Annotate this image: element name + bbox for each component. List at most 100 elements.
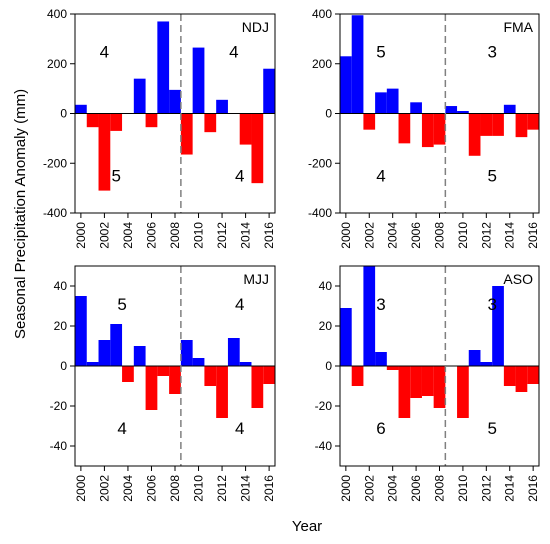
x-tick-label: 2000 <box>74 222 88 249</box>
bar-aso-2011 <box>468 350 481 366</box>
x-tick-label: 2008 <box>433 475 447 502</box>
bar-fma-2014 <box>503 104 516 114</box>
bar-ndj-2010 <box>192 47 205 114</box>
bar-mjj-2003 <box>110 324 123 366</box>
count-label: 4 <box>376 167 385 186</box>
panel-aso: -40 -20 0 20 40 2000 2002 2004 2006 2008 2010 2012 2… <box>315 265 540 502</box>
bar-aso-2012 <box>480 362 493 366</box>
y-axis-label: Seasonal Precipitation Anomaly (mm) <box>12 89 29 339</box>
x-tick-label: 2002 <box>97 222 111 249</box>
y-tick-label: 0 <box>60 359 67 373</box>
count-label: 4 <box>235 167 244 186</box>
y-tick-label: 400 <box>312 7 332 21</box>
bar-aso-2004 <box>386 366 399 370</box>
y-tick-label: -40 <box>50 439 68 453</box>
bar-aso-2005 <box>398 366 411 418</box>
x-tick-label: 2002 <box>97 475 111 502</box>
x-tick-label: 2000 <box>339 222 353 249</box>
y-tick-label: -20 <box>315 399 333 413</box>
bar-fma-2006 <box>410 102 422 114</box>
y-tick-label: 200 <box>312 57 332 71</box>
bar-mjj-2000 <box>75 296 87 366</box>
bar-aso-2008 <box>433 366 446 408</box>
x-tick-label: 2010 <box>456 475 470 502</box>
count-label: 3 <box>487 295 496 314</box>
bar-aso-2002 <box>363 266 376 366</box>
bar-fma-2003 <box>375 92 387 114</box>
y-tick-label: -400 <box>43 206 67 220</box>
bar-fma-2010 <box>457 111 469 114</box>
bar-fma-2013 <box>492 113 504 136</box>
count-label: 5 <box>111 167 120 186</box>
x-tick-label: 2010 <box>192 475 206 502</box>
bar-ndj-2009 <box>180 113 193 155</box>
count-label: 5 <box>487 419 496 438</box>
count-label: 4 <box>117 419 126 438</box>
y-tick-label: 0 <box>60 107 67 121</box>
count-label: 3 <box>376 295 385 314</box>
bar-fma-2016 <box>527 113 539 130</box>
y-tick-label: 40 <box>319 279 333 293</box>
bar-aso-2010 <box>457 366 469 418</box>
bar-ndj-2015 <box>251 113 264 184</box>
x-tick-label: 2008 <box>433 222 447 249</box>
count-label: 5 <box>487 167 496 186</box>
y-tick-label: 400 <box>47 7 67 21</box>
x-tick-label: 2012 <box>479 222 493 249</box>
bar-aso-2007 <box>421 366 434 396</box>
bar-fma-2005 <box>398 113 411 144</box>
count-label: 5 <box>117 295 126 314</box>
count-label: 4 <box>235 419 244 438</box>
bar-aso-2006 <box>410 366 422 398</box>
panel-ndj: -400 -200 0 200 400 2000 2002 2004 2006 2008 2010 2… <box>43 7 276 249</box>
x-tick-label: 2000 <box>74 475 88 502</box>
x-tick-label: 2014 <box>239 222 253 249</box>
bar-mjj-2009 <box>180 340 193 366</box>
bar-ndj-2001 <box>86 113 99 128</box>
bar-mjj-2014 <box>239 362 252 366</box>
bar-fma-2008 <box>433 113 446 145</box>
y-tick-label: -40 <box>315 439 333 453</box>
y-tick-label: 200 <box>47 57 67 71</box>
x-tick-label: 2016 <box>526 222 540 249</box>
bar-mjj-2008 <box>169 366 181 394</box>
bar-fma-2007 <box>421 113 434 148</box>
bar-aso-2015 <box>515 366 528 392</box>
x-tick-label: 2004 <box>386 475 400 502</box>
x-axis-label: Year <box>292 518 322 535</box>
bar-ndj-2000 <box>75 104 87 114</box>
x-tick-label: 2008 <box>168 222 182 249</box>
x-tick-label: 2012 <box>479 475 493 502</box>
x-tick-label: 2002 <box>362 222 376 249</box>
x-tick-label: 2016 <box>526 475 540 502</box>
bar-fma-2002 <box>363 113 376 130</box>
bar-aso-2000 <box>340 308 352 366</box>
bar-aso-2013 <box>492 286 504 366</box>
y-tick-label: -20 <box>50 399 68 413</box>
bar-ndj-2006 <box>145 113 158 128</box>
bar-mjj-2005 <box>133 346 146 366</box>
x-tick-label: 2014 <box>239 475 253 502</box>
count-label: 5 <box>376 42 385 61</box>
x-tick-label: 2000 <box>339 475 353 502</box>
x-tick-label: 2010 <box>192 222 206 249</box>
bar-ndj-2002 <box>98 113 111 191</box>
bar-fma-2015 <box>515 113 528 138</box>
bar-ndj-2012 <box>216 99 228 114</box>
y-tick-label: 20 <box>319 319 333 333</box>
y-tick-label: 0 <box>325 107 332 121</box>
bar-fma-2012 <box>480 113 493 136</box>
y-tick-label: 0 <box>325 359 332 373</box>
bar-mjj-2013 <box>227 338 240 366</box>
panel-title: NDJ <box>242 19 269 35</box>
x-tick-label: 2014 <box>503 222 517 249</box>
x-tick-label: 2004 <box>121 475 135 502</box>
bar-mjj-2004 <box>122 366 134 382</box>
count-label: 4 <box>229 42 238 61</box>
count-label: 4 <box>100 42 109 61</box>
x-tick-label: 2008 <box>168 475 182 502</box>
bar-ndj-2003 <box>110 113 123 131</box>
x-tick-label: 2006 <box>144 222 158 249</box>
